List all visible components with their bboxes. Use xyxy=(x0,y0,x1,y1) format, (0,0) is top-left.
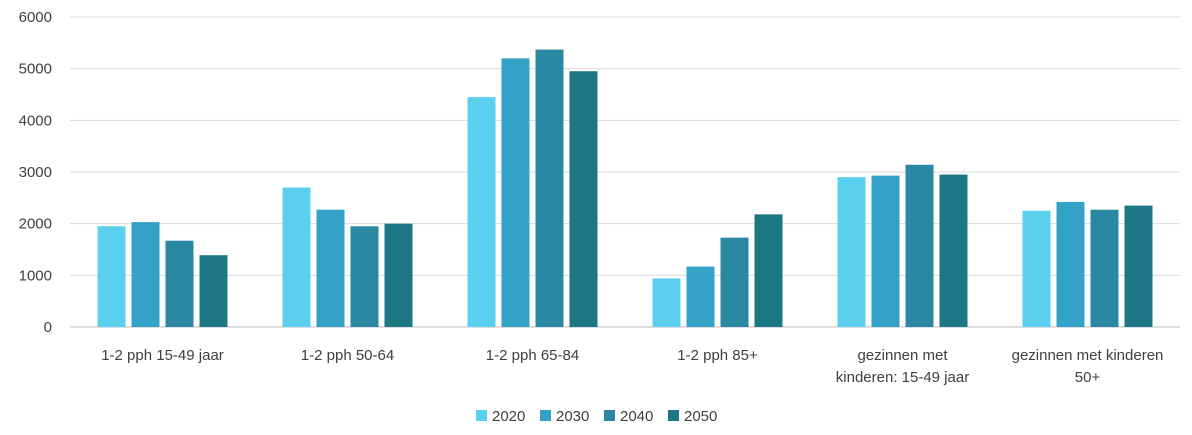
y-tick-label: 3000 xyxy=(19,164,52,181)
legend-swatch-2040 xyxy=(604,410,615,421)
x-category-label: kinderen: 15-49 jaar xyxy=(836,369,969,386)
x-category-label: 1-2 pph 15-49 jaar xyxy=(101,347,224,364)
bar-2050-3 xyxy=(754,214,783,327)
y-tick-label: 1000 xyxy=(19,267,52,284)
bar-2020-1 xyxy=(282,187,311,327)
legend-label-2020: 2020 xyxy=(492,408,525,425)
bar-2040-3 xyxy=(720,237,749,327)
x-category-label: 50+ xyxy=(1075,369,1101,386)
bar-2050-5 xyxy=(1124,205,1153,327)
bar-2040-2 xyxy=(535,49,564,328)
legend-swatch-2050 xyxy=(668,410,679,421)
x-category-label: 1-2 pph 50-64 xyxy=(301,347,394,364)
bar-2050-4 xyxy=(939,174,968,327)
bar-2020-0 xyxy=(97,226,126,327)
bars xyxy=(97,49,1153,328)
bar-2030-4 xyxy=(871,175,900,327)
gridlines xyxy=(70,16,1180,328)
legend-swatch-2020 xyxy=(476,410,487,421)
y-tick-label: 0 xyxy=(44,319,52,336)
legend-label-2050: 2050 xyxy=(684,408,717,425)
y-axis-tick-labels: 0 1000 2000 3000 4000 5000 6000 xyxy=(19,9,52,336)
bar-2020-2 xyxy=(467,97,496,327)
bar-2040-0 xyxy=(165,240,194,327)
bar-2050-2 xyxy=(569,71,598,327)
bar-2050-1 xyxy=(384,223,413,327)
y-tick-label: 6000 xyxy=(19,9,52,26)
x-axis-category-labels: 1-2 pph 15-49 jaar 1-2 pph 50-64 1-2 pph 6… xyxy=(101,347,1163,386)
bar-2020-3 xyxy=(652,278,681,327)
legend-label-2040: 2040 xyxy=(620,408,653,425)
bar-2020-4 xyxy=(837,177,866,327)
bar-2030-2 xyxy=(501,58,530,327)
x-category-label: gezinnen met xyxy=(857,347,948,364)
y-tick-label: 4000 xyxy=(19,112,52,129)
bar-2030-5 xyxy=(1056,201,1085,327)
bar-2040-1 xyxy=(350,226,379,327)
y-tick-label: 5000 xyxy=(19,61,52,78)
bar-2050-0 xyxy=(199,255,228,327)
x-category-label: 1-2 pph 85+ xyxy=(677,347,758,364)
y-tick-label: 2000 xyxy=(19,216,52,233)
x-category-label: gezinnen met kinderen xyxy=(1012,347,1164,364)
bar-2040-4 xyxy=(905,164,934,327)
x-category-label: 1-2 pph 65-84 xyxy=(486,347,579,364)
bar-2030-3 xyxy=(686,266,715,327)
bar-2040-5 xyxy=(1090,209,1119,327)
bar-2020-5 xyxy=(1022,210,1051,327)
bar-2030-0 xyxy=(131,222,160,327)
bar-2030-1 xyxy=(316,209,345,327)
legend-label-2030: 2030 xyxy=(556,408,589,425)
legend: 2020 2030 2040 2050 xyxy=(476,408,717,425)
legend-swatch-2030 xyxy=(540,410,551,421)
